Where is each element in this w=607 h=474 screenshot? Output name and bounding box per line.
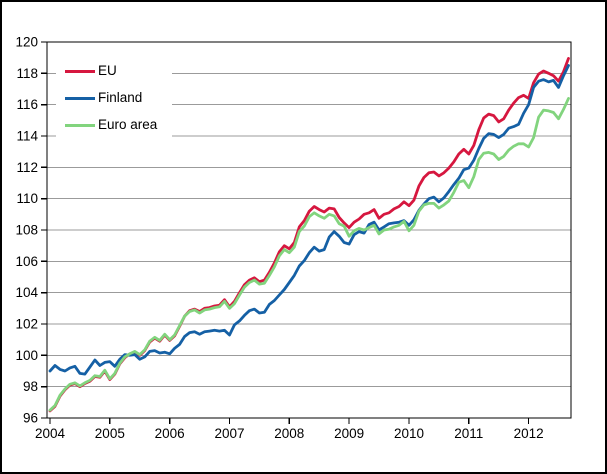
x-tick-label-2008: 2008 [274, 426, 304, 441]
y-tick-label-110: 110 [16, 191, 38, 206]
y-tick-label-98: 98 [23, 379, 38, 394]
y-tick-label-106: 106 [15, 254, 38, 269]
x-tick-label-2007: 2007 [214, 426, 244, 441]
x-tick-label-2012: 2012 [514, 426, 544, 441]
series-line-euro-area [48, 97, 570, 412]
y-tick-label-104: 104 [15, 285, 38, 300]
y-tick-label-100: 100 [15, 348, 38, 363]
eu-line-swatch [65, 69, 95, 73]
y-tick-label-112: 112 [16, 160, 38, 175]
chart-legend: EU Finland Euro area [56, 57, 172, 139]
legend-item-eu: EU [56, 59, 172, 83]
y-tick-label-108: 108 [15, 223, 38, 238]
euro-area-line-swatch [65, 123, 95, 127]
y-tick-label-102: 102 [15, 317, 38, 332]
y-tick-label-96: 96 [23, 411, 38, 426]
y-tick-label-120: 120 [15, 35, 38, 50]
legend-item-euro-area: Euro area [56, 113, 172, 137]
y-tick-label-116: 116 [16, 97, 38, 112]
legend-label-euro-area: Euro area [98, 117, 158, 133]
y-tick-label-114: 114 [16, 129, 38, 144]
x-tick-label-2005: 2005 [95, 426, 125, 441]
x-tick-label-2011: 2011 [454, 426, 483, 441]
series-line-finland [48, 64, 570, 376]
legend-item-finland: Finland [56, 86, 172, 110]
x-tick-label-2004: 2004 [35, 426, 66, 441]
legend-label-finland: Finland [98, 90, 143, 106]
y-tick-label-118: 118 [16, 66, 38, 81]
x-tick-label-2010: 2010 [394, 426, 424, 441]
legend-label-eu: EU [98, 63, 117, 79]
x-tick-label-2006: 2006 [155, 426, 185, 441]
x-tick-label-2009: 2009 [334, 426, 364, 441]
finland-line-swatch [65, 96, 95, 100]
